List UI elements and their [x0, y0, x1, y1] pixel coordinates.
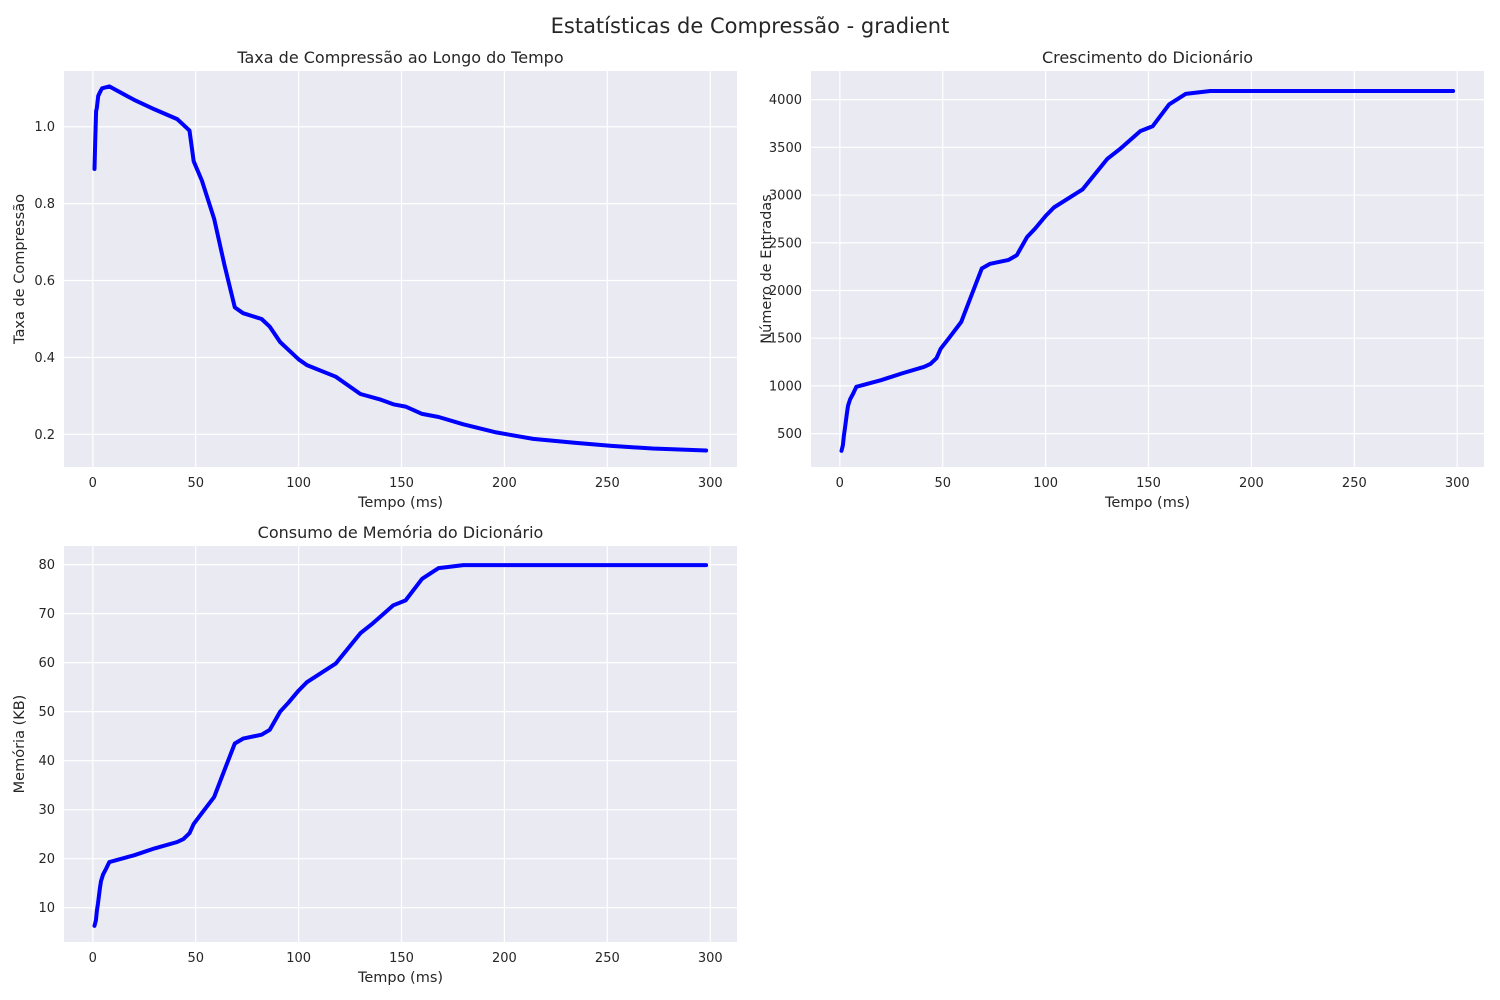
y-tick-label: 80	[38, 558, 55, 573]
x-tick-label: 300	[698, 476, 723, 491]
subplot-title: Crescimento do Dicionário	[1042, 48, 1253, 67]
figure-suptitle: Estatísticas de Compressão - gradient	[550, 14, 950, 38]
series-line	[92, 563, 709, 928]
x-tick-label: 300	[1445, 476, 1470, 491]
series-line	[839, 89, 1456, 453]
y-axis-label: Taxa de Compressão	[12, 194, 28, 345]
x-tick-label: 150	[1136, 476, 1161, 491]
y-tick-label: 50	[38, 705, 55, 720]
y-tick-label: 10	[38, 901, 55, 916]
y-tick-label: 1.0	[34, 120, 55, 135]
x-axis-label: Tempo (ms)	[1104, 495, 1190, 511]
x-tick-label: 50	[187, 951, 204, 966]
y-tick-label: 70	[38, 607, 55, 622]
x-tick-label: 100	[286, 951, 311, 966]
subplot-compression-rate: 0 50 100 150 200 250 300 0.2 0.4 0.6 0.8 1.0 Taxa de…	[12, 48, 737, 511]
plot-area	[64, 546, 737, 942]
x-axis-label: Tempo (ms)	[357, 495, 443, 511]
y-tick-label: 2000	[769, 284, 802, 299]
x-tick-label: 250	[595, 951, 620, 966]
y-tick-label: 30	[38, 803, 55, 818]
plot-area	[64, 71, 737, 467]
x-tick-label: 0	[89, 951, 97, 966]
y-axis-label: Número de Entradas	[759, 194, 775, 343]
x-tick-label: 50	[187, 476, 204, 491]
y-tick-label: 1500	[769, 332, 802, 347]
plot-area	[811, 71, 1484, 467]
y-tick-label: 0.4	[34, 351, 55, 366]
y-tick-label: 1000	[769, 379, 802, 394]
x-tick-label: 250	[595, 476, 620, 491]
subplot-title: Consumo de Memória do Dicionário	[258, 523, 544, 542]
x-tick-label: 200	[492, 476, 517, 491]
x-tick-label: 100	[1033, 476, 1058, 491]
y-tick-label: 20	[38, 852, 55, 867]
y-axis-label: Memória (KB)	[12, 695, 28, 794]
x-tick-label: 200	[492, 951, 517, 966]
x-tick-label: 50	[934, 476, 951, 491]
x-tick-label: 150	[389, 476, 414, 491]
y-tick-label: 40	[38, 754, 55, 769]
x-tick-label: 0	[836, 476, 844, 491]
subplot-memory-usage: 0 50 100 150 200 250 300 10 20 30 40 50 60 70 80 Consum…	[12, 523, 737, 986]
x-tick-label: 150	[389, 951, 414, 966]
x-tick-label: 250	[1342, 476, 1367, 491]
y-tick-label: 3000	[769, 189, 802, 204]
x-tick-label: 200	[1239, 476, 1264, 491]
subplot-dictionary-growth: 0 50 100 150 200 250 300 500 1000 1500 2000 2500 300…	[759, 48, 1484, 511]
x-tick-label: 0	[89, 476, 97, 491]
y-tick-label: 0.8	[34, 197, 55, 212]
y-tick-label: 500	[777, 427, 802, 442]
y-tick-label: 0.6	[34, 274, 55, 289]
series-line	[92, 84, 709, 453]
y-tick-label: 3500	[769, 141, 802, 156]
y-tick-label: 2500	[769, 236, 802, 251]
y-tick-label: 60	[38, 656, 55, 671]
y-tick-label: 0.2	[34, 428, 55, 443]
x-tick-label: 300	[698, 951, 723, 966]
x-axis-label: Tempo (ms)	[357, 970, 443, 986]
subplot-title: Taxa de Compressão ao Longo do Tempo	[236, 48, 563, 67]
x-tick-label: 100	[286, 476, 311, 491]
y-tick-label: 4000	[769, 93, 802, 108]
